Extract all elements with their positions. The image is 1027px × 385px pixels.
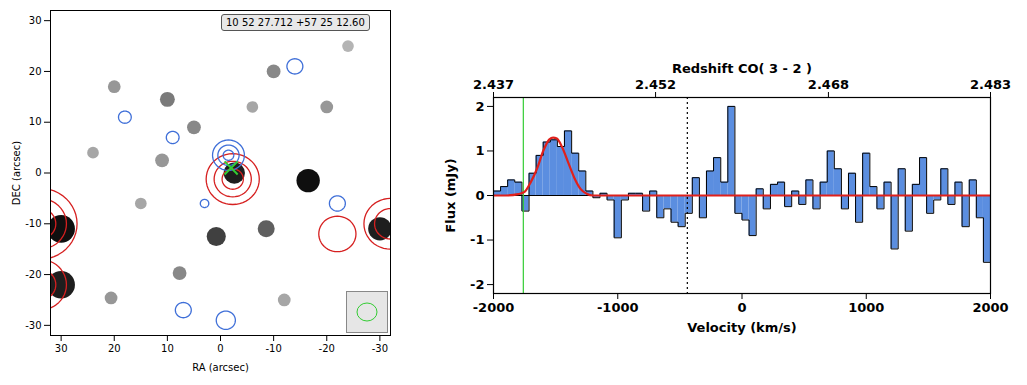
svg-text:10: 10 xyxy=(29,116,42,127)
svg-text:0: 0 xyxy=(217,343,223,354)
svg-text:30: 30 xyxy=(55,343,68,354)
svg-text:-10: -10 xyxy=(265,343,281,354)
svg-text:2.437: 2.437 xyxy=(473,77,514,92)
svg-text:2.468: 2.468 xyxy=(808,77,849,92)
svg-text:0: 0 xyxy=(737,300,746,315)
svg-text:-1000: -1000 xyxy=(597,300,639,315)
svg-text:-30: -30 xyxy=(372,343,388,354)
svg-text:2: 2 xyxy=(475,99,484,114)
svg-text:-2000: -2000 xyxy=(473,300,515,315)
svg-text:0: 0 xyxy=(35,167,41,178)
svg-text:20: 20 xyxy=(108,343,121,354)
svg-text:Redshift CO( 3 - 2 ): Redshift CO( 3 - 2 ) xyxy=(672,61,812,76)
svg-text:1000: 1000 xyxy=(848,300,884,315)
svg-text:-20: -20 xyxy=(25,269,41,280)
svg-text:2000: 2000 xyxy=(972,300,1008,315)
svg-text:RA (arcsec): RA (arcsec) xyxy=(192,362,249,373)
svg-text:-2: -2 xyxy=(470,277,484,292)
svg-text:-10: -10 xyxy=(25,218,41,229)
svg-text:2.483: 2.483 xyxy=(970,77,1011,92)
svg-text:DEC (arcsec): DEC (arcsec) xyxy=(11,141,22,205)
svg-text:10: 10 xyxy=(161,343,174,354)
html-text:10 52 27.712 +57 25 12.60: 10 52 27.712 +57 25 12.60 xyxy=(226,17,365,28)
svg-text:2.452: 2.452 xyxy=(635,77,676,92)
svg-text:20: 20 xyxy=(29,66,42,77)
svg-text:-20: -20 xyxy=(319,343,335,354)
svg-text:0: 0 xyxy=(475,188,484,203)
svg-text:Flux (mJy): Flux (mJy) xyxy=(443,158,458,232)
svg-text:30: 30 xyxy=(29,15,42,26)
svg-text:1: 1 xyxy=(475,143,484,158)
svg-text:Velocity (km/s): Velocity (km/s) xyxy=(687,320,797,335)
svg-text:-30: -30 xyxy=(25,320,41,331)
svg-text:-1: -1 xyxy=(470,232,484,247)
